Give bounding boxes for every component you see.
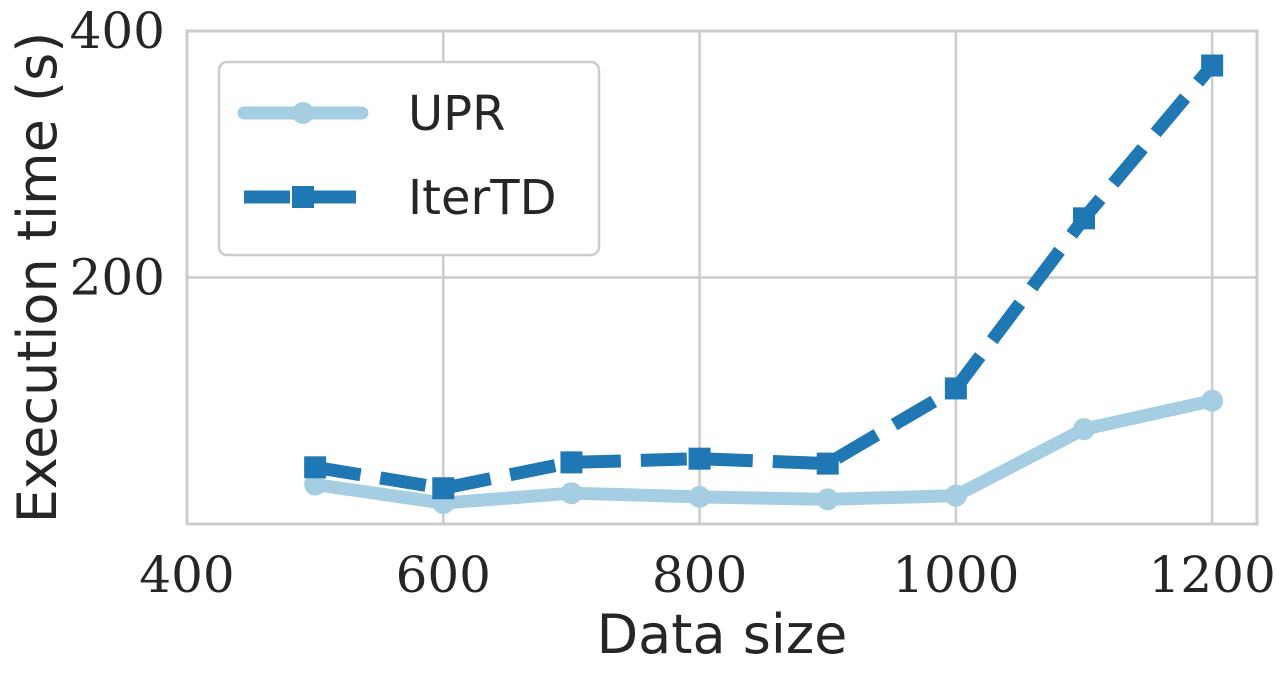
data-point: [816, 452, 839, 475]
data-point: [1201, 54, 1224, 77]
x-tick-label: 400: [139, 546, 234, 604]
data-point: [304, 473, 327, 496]
x-tick-label: 800: [652, 546, 747, 604]
data-point: [432, 477, 455, 500]
data-point: [1201, 389, 1224, 412]
x-tick-label: 1200: [1149, 546, 1276, 604]
x-tick-label: 1000: [892, 546, 1019, 604]
legend-marker-itertd: [292, 186, 314, 208]
data-point: [560, 451, 583, 474]
data-point: [560, 482, 583, 505]
y-tick-label: 200: [70, 249, 165, 307]
data-point: [688, 485, 711, 508]
data-point: [688, 447, 711, 470]
y-tick-label: 400: [70, 2, 165, 60]
legend-label-upr: UPR: [408, 86, 505, 142]
data-point: [944, 377, 967, 400]
data-point: [944, 484, 967, 507]
x-axis-label: Data size: [597, 603, 848, 666]
legend: UPR IterTD: [217, 60, 601, 257]
data-point: [1073, 207, 1096, 230]
series-layer: [304, 54, 1224, 515]
x-tick-labels: 400 600 800 1000 1200: [139, 546, 1275, 604]
series-line-upr: [308, 394, 1219, 510]
data-point: [816, 488, 839, 511]
series-line-itertd: [314, 61, 1218, 495]
data-point: [1073, 418, 1096, 441]
legend-label-itertd: IterTD: [408, 170, 557, 226]
data-point: [304, 456, 327, 479]
y-tick-labels: 200 400: [70, 2, 165, 307]
y-axis-label: Execution time (s): [6, 32, 69, 524]
plot-frame: [185, 29, 1259, 526]
legend-marker-upr: [292, 102, 314, 124]
x-tick-label: 600: [396, 546, 491, 604]
series-itertd: [304, 54, 1224, 500]
